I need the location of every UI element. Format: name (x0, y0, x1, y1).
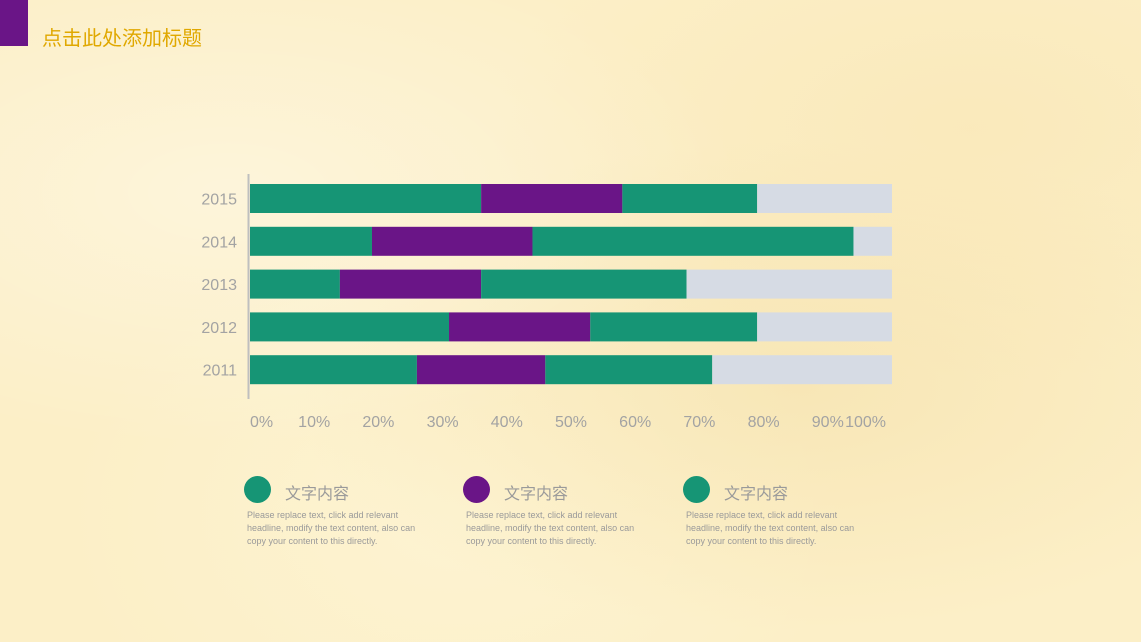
bar-2013-segment-4 (686, 269, 892, 299)
x-tick-label: 100% (845, 414, 886, 431)
x-tick-label: 40% (491, 414, 523, 431)
y-tick-label: 2012 (201, 320, 237, 337)
legend-dot-icon (244, 476, 271, 503)
y-tick-label: 2015 (201, 192, 237, 209)
bar-group (250, 184, 892, 385)
bar-2012-segment-2 (449, 312, 591, 342)
bar-2011-segment-1 (250, 355, 417, 385)
x-tick-label: 80% (748, 414, 780, 431)
y-tick-label: 2014 (201, 234, 237, 251)
bar-2014-segment-4 (853, 226, 892, 256)
bar-2012-segment-3 (590, 312, 758, 342)
bar-2015-segment-3 (622, 184, 758, 213)
bar-2013-segment-2 (339, 269, 482, 299)
bar-2011-segment-4 (712, 355, 892, 385)
legend-label[interactable]: 文字内容 (504, 486, 569, 503)
bar-2011-segment-3 (545, 355, 713, 385)
y-tick-label: 2013 (201, 277, 237, 294)
bar-2012-segment-1 (250, 312, 450, 342)
legend-label[interactable]: 文字内容 (724, 486, 789, 503)
x-tick-label: 50% (555, 414, 587, 431)
x-tick-labels: 0% 10% 20% 30% 40% 50% 60% 70% 80% 90% 100% (250, 414, 886, 431)
x-tick-label: 0% (250, 414, 273, 431)
bar-2015-segment-2 (481, 184, 623, 213)
legend-description[interactable]: Please replace text, click add relevant … (466, 510, 635, 546)
x-tick-label: 90% (812, 414, 844, 431)
bar-2011-segment-2 (416, 355, 546, 385)
x-tick-label: 70% (683, 414, 715, 431)
legend-description[interactable]: Please replace text, click add relevant … (247, 510, 416, 546)
legend-dot-icon (463, 476, 490, 503)
x-tick-label: 60% (619, 414, 651, 431)
bar-2015-segment-1 (250, 184, 482, 213)
bar-2013-segment-3 (481, 269, 687, 299)
bar-2015-segment-4 (757, 184, 892, 213)
x-tick-label: 10% (298, 414, 330, 431)
y-tick-labels: 2015 2014 2013 2012 2011 (201, 192, 237, 380)
bar-2014-segment-3 (532, 226, 854, 256)
title-accent-block (0, 0, 28, 46)
x-tick-label: 20% (362, 414, 394, 431)
bar-2014-segment-1 (250, 226, 372, 256)
x-tick-label: 30% (427, 414, 459, 431)
bar-2012-segment-4 (757, 312, 892, 342)
legend-dot-icon (683, 476, 710, 503)
y-tick-label: 2011 (203, 363, 238, 380)
bar-2014-segment-2 (371, 226, 533, 256)
bar-2013-segment-1 (250, 269, 340, 299)
legend-label[interactable]: 文字内容 (285, 486, 350, 503)
legend-description[interactable]: Please replace text, click add relevant … (686, 510, 855, 546)
page-title[interactable]: 点击此处添加标题 (42, 28, 202, 50)
